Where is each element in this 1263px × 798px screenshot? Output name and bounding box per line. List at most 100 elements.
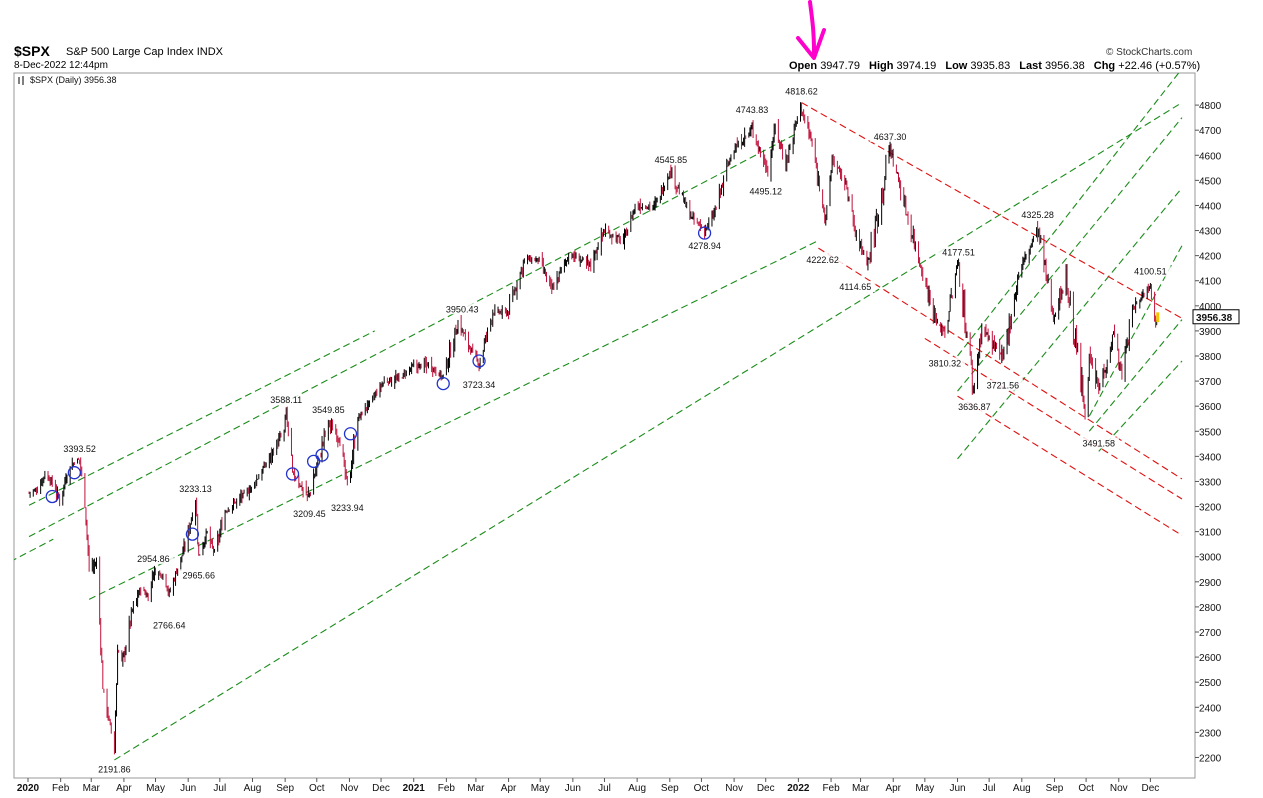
circled-point [436,376,450,391]
annotation-bg [308,403,349,415]
y-tick-label: 3900 [1199,327,1222,338]
x-tick-label: Mar [852,783,870,794]
x-tick-label: Oct [694,783,710,794]
annotation-bg [266,394,307,406]
y-tick-label: 2800 [1199,603,1222,614]
value-annotations: 3393.52 2191.86 2954.86 2766.64 3233.13 2965.… [59,85,1171,775]
annotation-bg [149,619,190,631]
ohlc-readout: Open 3947.79 High 3974.19 Low 3935.83 La… [789,60,1200,72]
x-tick-label: Dec [757,783,775,794]
annotation-bg [1017,209,1058,221]
value-annotation: 4818.62 [785,86,818,96]
x-tick-label: Dec [1141,783,1159,794]
x-tick-label: Oct [309,783,325,794]
value-annotation: 3636.87 [958,402,991,412]
y-tick-label: 4000 [1199,302,1222,313]
brand-watermark: © StockCharts.com [1106,47,1193,58]
circled-points [45,226,712,541]
green-trendline [1098,360,1183,452]
low-value: 3935.83 [970,60,1011,72]
series-legend: $SPX (Daily) 3956.38 [30,75,117,85]
plot-frame [13,72,1196,779]
annotation-bg [982,379,1024,391]
value-annotation: 4325.28 [1021,210,1054,220]
annotation-bg [289,508,330,520]
annotation-bg [327,502,368,514]
green-trendline [14,538,54,561]
y-tick-label: 3000 [1199,553,1222,564]
value-annotation: 2191.86 [98,764,131,774]
circled-point [697,226,712,240]
annotation-bg [1078,437,1119,449]
y-tick-label: 2400 [1199,703,1222,714]
x-tick-label: May [915,783,934,794]
high-label: High [869,60,894,72]
y-tick-label: 3100 [1199,528,1222,539]
circled-point [67,466,82,480]
value-annotation: 4637.30 [874,132,907,142]
x-tick-label: Feb [438,783,456,794]
x-tick-label: Jun [949,783,965,794]
value-annotation: 4743.83 [736,105,769,115]
x-tick-label: Oct [1078,783,1094,794]
annotation-bg [924,357,966,369]
circled-point [45,489,59,504]
x-tick-label: 2021 [403,783,426,794]
annotation-bg [458,379,500,391]
last-price-tag-label: 3956.38 [1196,313,1233,324]
last-price-tag: 3956.38 [1192,309,1240,325]
y-tick-label: 2500 [1199,678,1222,689]
x-tick-label: Mar [467,783,485,794]
instrument-name: S&P 500 Large Cap Index [66,46,194,58]
last-value: 3956.38 [1044,60,1085,72]
annotation-bg [802,253,843,265]
annotation-bg [684,239,725,251]
x-tick-label: Jun [565,783,581,794]
y-tick-label: 3400 [1199,452,1222,463]
x-tick-label: May [531,783,550,794]
annotation-bg [133,553,174,565]
red-trendline [957,395,1183,536]
value-annotation: 3393.52 [63,444,96,454]
x-tick-label: Nov [1110,783,1128,794]
chg-label: Chg [1093,60,1116,72]
x-tick-label: Sep [1046,783,1064,794]
last-label: Last [1019,60,1042,72]
annotation-bg [835,281,876,293]
low-label: Low [945,60,968,72]
annotation-bg [954,400,995,412]
y-tick-label: 2300 [1199,728,1222,739]
value-annotation: 4545.85 [655,155,688,165]
value-annotation: 3233.94 [331,503,364,513]
circled-point [472,354,486,368]
chart-symbol: $SPX [14,43,50,59]
y-tick-label: 3300 [1199,477,1222,488]
y-tick-label: 4200 [1199,252,1222,263]
y-tick-label: 4800 [1199,101,1222,112]
value-annotation: 2766.64 [153,620,186,630]
x-tick-label: Nov [725,783,743,794]
value-annotation: 2965.66 [182,570,215,580]
green-trendline [114,102,1183,761]
y-tick-label: 3800 [1199,352,1222,363]
red-trendline [924,337,1183,500]
value-annotation: 3549.85 [312,405,345,415]
y-tick-label: 4600 [1199,151,1222,162]
legend-marker [18,76,24,85]
y-tick-label: 4500 [1199,176,1222,187]
x-tick-label: Jul [598,783,611,794]
value-annotation: 3233.13 [179,484,212,494]
x-tick-label: Apr [116,783,132,794]
annotation-bg [781,85,822,97]
y-axis-ticks: 2200 2300 2400 2500 2600 2700 2800 2900 3000 3100… [1195,101,1222,764]
x-tick-label: Dec [372,783,390,794]
chart-instrument-name: S&P 500 Large Cap Index INDX [66,46,223,58]
value-annotation: 4100.51 [1134,267,1167,277]
x-tick-label: Jul [213,783,226,794]
value-annotation: 4114.65 [839,282,871,292]
x-axis-ticks: 2020 Feb Mar Apr May Jun Jul Aug Sep Oct Nov Dec 202… [17,778,1159,794]
green-trendline [28,330,375,506]
value-annotation: 3721.56 [987,381,1020,391]
y-tick-label: 3700 [1199,377,1222,388]
